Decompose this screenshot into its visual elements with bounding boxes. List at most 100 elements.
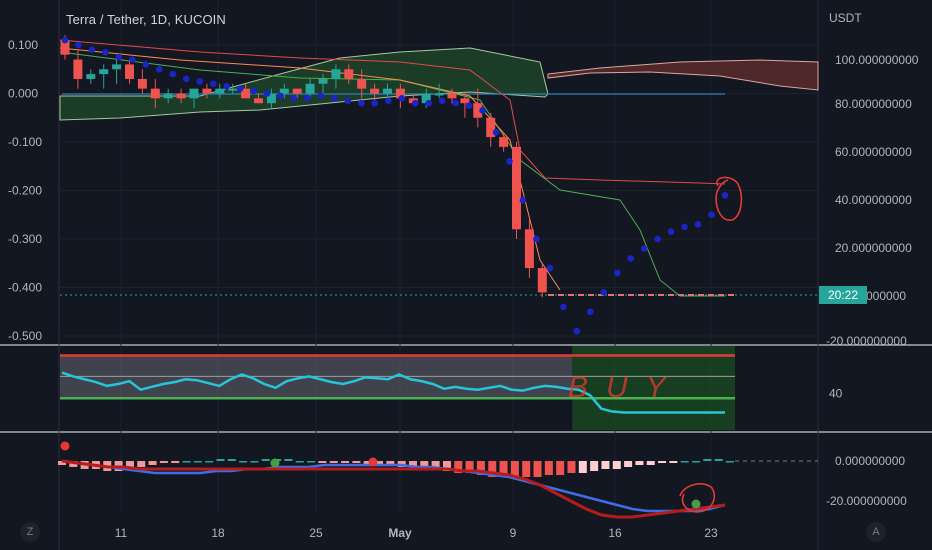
psar-dot: [438, 97, 446, 105]
candle-body: [473, 103, 483, 118]
psar-dot: [169, 70, 177, 78]
x-tick-label: 25: [309, 526, 323, 540]
histogram-bar: [646, 461, 655, 465]
psar-dot: [384, 97, 392, 105]
candle-body: [112, 64, 122, 70]
candle-body: [241, 88, 251, 99]
candle-body: [434, 93, 444, 96]
histogram-bar: [488, 461, 497, 477]
histogram-bar: [250, 461, 259, 463]
y-left-tick-label: -0.400: [8, 281, 42, 295]
candle-body: [86, 74, 96, 79]
histogram-bar: [544, 461, 553, 475]
annotation-circle: [715, 176, 743, 221]
y-left-tick-label: -0.100: [8, 135, 42, 149]
histogram-bar: [261, 459, 270, 461]
histogram-bar: [680, 461, 689, 463]
psar-dot: [250, 87, 257, 95]
histogram-bar: [159, 461, 168, 463]
histogram-pane: [58, 441, 818, 519]
base-line: [59, 39, 726, 185]
psar-dot: [358, 99, 365, 107]
psar-dot: [317, 92, 325, 100]
last-price-tag: 20:22: [819, 286, 867, 304]
histogram-bar: [171, 461, 180, 463]
candle-body: [395, 88, 405, 99]
psar-dot: [88, 46, 96, 54]
psar-dots: [61, 36, 729, 335]
candle-body: [125, 64, 134, 79]
cloud-area-green: [59, 47, 549, 121]
auto-scale-right-button[interactable]: A: [866, 522, 886, 542]
y-left-tick-label: 0.100: [8, 38, 38, 52]
histogram-bar: [137, 461, 146, 467]
psar-dot: [681, 223, 688, 231]
psar-dot: [465, 102, 473, 109]
histogram-bar: [454, 461, 463, 473]
candle-body: [266, 93, 276, 104]
histogram-bar: [590, 461, 599, 471]
histogram-bar: [352, 461, 361, 463]
psar-dot: [560, 303, 567, 311]
histogram-bar: [658, 461, 667, 463]
oscillator-pane: [60, 346, 735, 430]
cross-marker: [691, 499, 701, 509]
candles: [60, 35, 547, 298]
histogram-bar: [375, 461, 384, 465]
histogram-bar: [431, 461, 440, 469]
psar-dot: [236, 85, 244, 92]
x-tick-label: 9: [510, 526, 517, 540]
psar-dot: [102, 48, 109, 56]
candle-body: [163, 93, 173, 99]
psar-dot: [61, 36, 69, 44]
psar-dot: [452, 99, 459, 107]
candle-body: [447, 93, 457, 99]
psar-dot: [425, 99, 432, 107]
fast-line: [61, 459, 726, 513]
candle-body: [292, 88, 302, 94]
auto-scale-left-button[interactable]: Z: [20, 522, 40, 542]
buy-zone-fill: [572, 346, 735, 430]
y-right-tick-label: 20.000000000: [835, 241, 912, 255]
histogram-bar: [522, 461, 531, 477]
psar-dot: [600, 289, 608, 296]
candle-body: [512, 146, 521, 230]
candle-body: [537, 268, 547, 293]
oscillator-line: [61, 371, 725, 414]
cross-marker: [368, 457, 378, 467]
histogram-bar: [408, 461, 417, 467]
histogram-bar: [556, 461, 565, 475]
candle-body: [486, 117, 496, 138]
histogram-bar: [227, 459, 236, 461]
y-left-tick-label: -0.200: [8, 184, 42, 198]
histogram-bar: [442, 461, 451, 471]
psar-dot: [182, 75, 190, 83]
psar-dot: [573, 327, 581, 335]
histogram-bar: [69, 461, 78, 467]
psar-dot: [479, 107, 486, 114]
histogram-bar: [386, 461, 395, 465]
chart-title: Terra / Tether, 1D, KUCOIN: [66, 12, 226, 27]
psar-dot: [708, 211, 715, 219]
histogram-bar: [624, 461, 633, 467]
psar-dot: [155, 65, 163, 73]
y-left-tick-label: -0.300: [8, 232, 42, 246]
candle-body: [305, 83, 315, 94]
candle-body: [176, 93, 186, 99]
y-right-tick-label: 100.000000000: [835, 53, 919, 67]
histogram-bar: [533, 461, 542, 477]
candle-body: [357, 78, 367, 89]
psar-dot: [209, 80, 217, 88]
psar-dot: [533, 235, 540, 243]
x-tick-label: 18: [211, 526, 225, 540]
psar-dot: [411, 99, 419, 107]
psar-dot: [371, 99, 379, 107]
candle-body: [228, 88, 238, 91]
psar-dot: [640, 245, 648, 252]
histogram-bar: [148, 461, 157, 465]
candle-body: [254, 98, 263, 104]
x-tick-label: 11: [115, 526, 128, 540]
cross-marker: [60, 441, 70, 451]
candle-body: [344, 69, 354, 79]
